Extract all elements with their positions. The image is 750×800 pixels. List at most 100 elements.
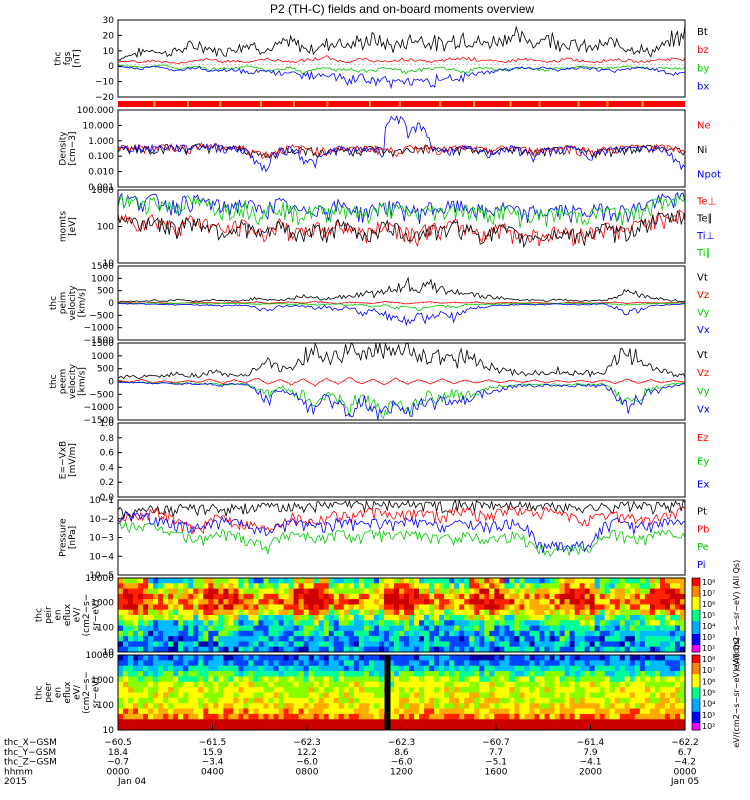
spectrogram-cell: [509, 703, 515, 709]
spectrogram-cell: [529, 593, 535, 600]
spectrogram-cell: [429, 620, 435, 626]
spectrogram-cell: [313, 625, 320, 632]
spectrogram-cell: [288, 636, 295, 642]
spectrogram-cell: [178, 676, 184, 683]
spectrogram-cell: [524, 655, 530, 661]
spectrogram-cell: [198, 599, 204, 605]
spectrogram-cell: [218, 578, 224, 584]
spectrogram-cell: [579, 687, 586, 693]
spectrogram-cell: [163, 671, 169, 677]
spectrogram-cell: [439, 724, 445, 731]
spectrogram-cell: [338, 681, 345, 688]
spectrogram-cell: [424, 636, 430, 642]
spectrogram-cell: [564, 671, 570, 677]
x-row-value: −62.2: [671, 738, 699, 748]
spectrogram-cell: [449, 615, 455, 621]
spectrogram-cell: [353, 687, 360, 693]
spectrogram-cell: [544, 593, 550, 600]
spectrogram-cell: [519, 588, 525, 595]
spectrogram-cell: [363, 588, 370, 595]
spectrogram-cell: [594, 671, 601, 677]
spectrogram-cell: [233, 593, 239, 600]
spectrogram-cell: [348, 630, 355, 637]
spectrogram-cell: [198, 609, 204, 616]
spectrogram-cell: [484, 719, 490, 726]
spectrogram-cell: [248, 620, 254, 626]
spectrogram-cell: [519, 687, 525, 693]
spectrogram-cell: [198, 578, 204, 584]
spectrogram-cell: [404, 660, 410, 667]
spectrogram-cell: [173, 593, 179, 600]
spectrogram-cell: [479, 578, 485, 584]
legend-ex: Ex: [697, 480, 709, 491]
spectrogram-cell: [494, 578, 500, 584]
spectrogram-cell: [233, 660, 239, 667]
spectrogram-cell: [153, 615, 159, 621]
spectrogram-cell: [258, 724, 264, 731]
spectrogram-cell: [338, 665, 345, 672]
spectrogram-cell: [128, 583, 134, 589]
spectrogram-cell: [383, 630, 390, 637]
spectrogram-cell: [409, 697, 415, 704]
spectrogram-cell: [143, 615, 149, 621]
spectrogram-cell: [544, 697, 550, 704]
spectrogram-cell: [168, 620, 174, 626]
spectrogram-cell: [459, 593, 465, 600]
spectrogram-cell: [323, 609, 330, 616]
spectrogram-cell: [519, 630, 525, 637]
spectrogram-cell: [353, 697, 360, 704]
spectrogram-cell: [263, 636, 269, 642]
spectrogram-cell: [358, 703, 365, 709]
spectrogram-cell: [178, 578, 184, 584]
spectrogram-cell: [674, 578, 681, 584]
spectrogram-cell: [283, 615, 290, 621]
spectrogram-cell: [644, 588, 651, 595]
spectrogram-cell: [664, 636, 671, 642]
spectrogram-cell: [158, 583, 164, 589]
spectrogram-cell: [358, 719, 365, 726]
spectrogram-cell: [388, 615, 395, 621]
spectrogram-cell: [479, 604, 485, 611]
spectrogram-cell: [263, 588, 269, 595]
spectrogram-cell: [148, 641, 154, 648]
spectrogram-cell: [378, 583, 385, 589]
series-line-Pi: [117, 510, 686, 554]
spectrogram-cell: [168, 615, 174, 621]
spectrogram-cell: [464, 615, 470, 621]
spectrogram-cell: [594, 630, 601, 637]
spectrogram-cell: [664, 588, 671, 595]
spectrogram-cell: [609, 641, 616, 648]
colorbar-cell: [692, 664, 700, 667]
spectrogram-cell: [133, 641, 139, 648]
spectrogram-cell: [143, 655, 149, 661]
spectrogram-cell: [243, 578, 249, 584]
spectrogram-cell: [203, 724, 209, 731]
spectrogram-cell: [168, 687, 174, 693]
spectrogram-cell: [233, 646, 239, 653]
spectrogram-cell: [253, 713, 259, 720]
spectrogram-cell: [639, 599, 646, 605]
spectrogram-cell: [559, 615, 565, 621]
y-tick-label: 1000: [91, 599, 114, 609]
spectrogram-cell: [388, 578, 395, 584]
spectrogram-cell: [499, 713, 505, 720]
spectrogram-cell: [409, 615, 415, 621]
spectrogram-cell: [444, 630, 450, 637]
spectrogram-cell: [524, 665, 530, 672]
series-line-bx: [117, 65, 686, 90]
spectrogram-cell: [363, 676, 370, 683]
spectrogram-cell: [318, 630, 325, 637]
spectrogram-cell: [153, 692, 159, 699]
spectrogram-cell: [484, 697, 490, 704]
colorbar-tick: 10⁴: [702, 700, 715, 709]
spectrogram-cell: [333, 687, 340, 693]
spectrogram-cell: [449, 583, 455, 589]
spectrogram-cell: [574, 676, 581, 683]
spectrogram-cell: [358, 724, 365, 731]
spectrogram-cell: [148, 609, 154, 616]
spectrogram-cell: [293, 620, 300, 626]
spectrogram-cell: [318, 724, 325, 731]
spectrogram-cell: [499, 604, 505, 611]
colorbar-tick: 10⁶: [702, 600, 715, 609]
spectrogram-cell: [504, 724, 510, 731]
